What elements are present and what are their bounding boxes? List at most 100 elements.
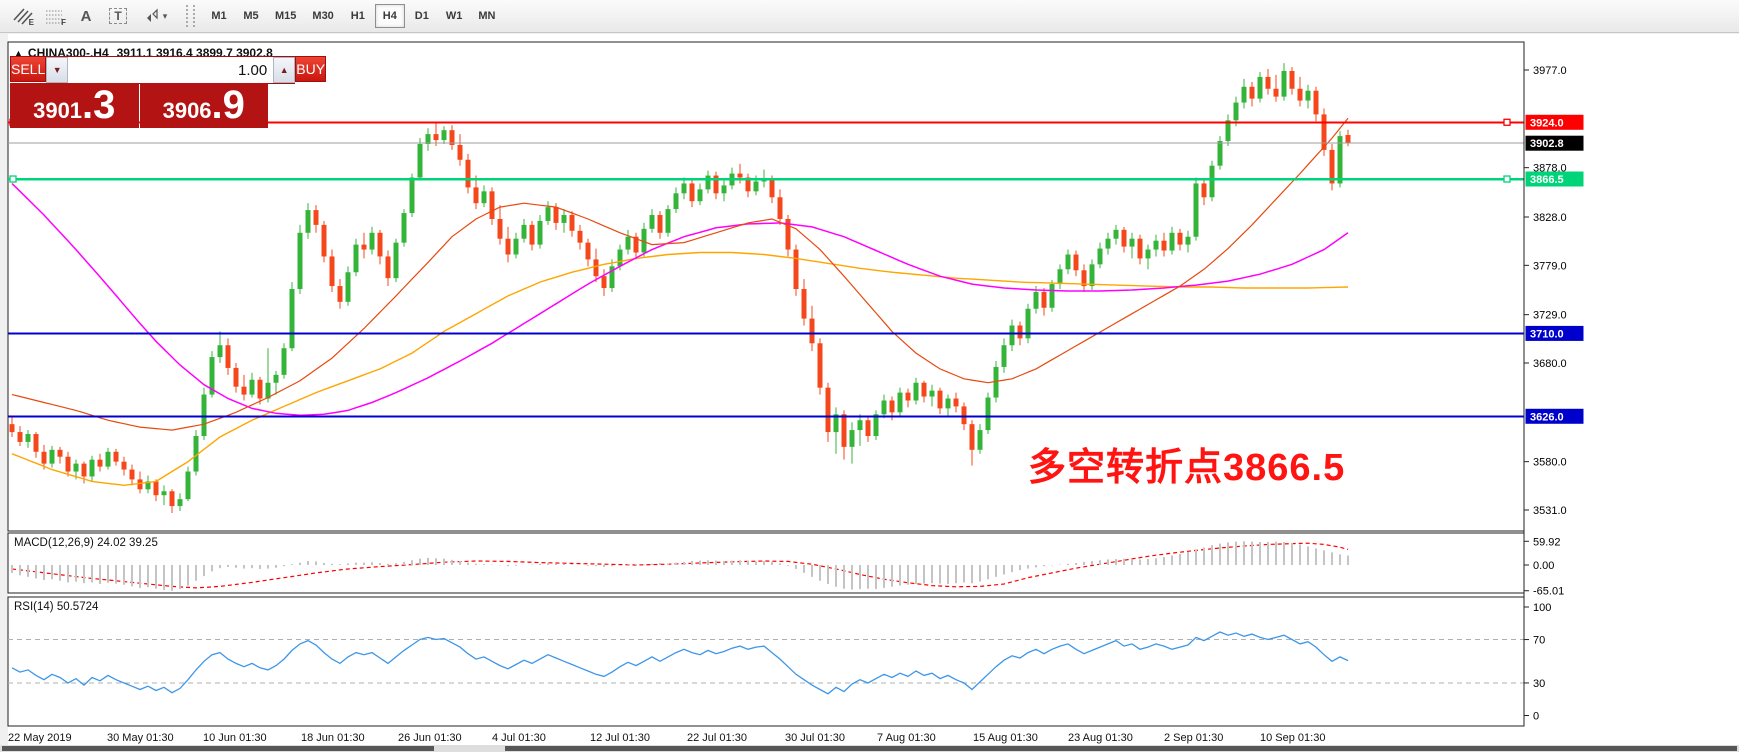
date-label: 22 Jul 01:30 [687, 732, 747, 744]
grid-icon [46, 10, 62, 24]
scrollbar-thumb [505, 746, 1737, 751]
price-badge [1525, 135, 1584, 151]
volume-box: ▼ ▲ [46, 56, 296, 84]
macd-tick-label: -65.01 [1533, 586, 1564, 598]
indicator-arrows-dropdown[interactable]: ▾ [135, 3, 175, 29]
macd-histogram [11, 541, 1349, 591]
macd-panel[interactable]: MACD(12,26,9) 24.02 39.25 [11, 537, 1349, 589]
trade-prices-row: 3901.3 3906.9 [10, 83, 268, 128]
volume-down-icon[interactable]: ▼ [46, 57, 69, 83]
timeframe-m15[interactable]: M15 [268, 4, 303, 28]
date-label: 30 May 01:30 [107, 732, 174, 744]
grid-f-label: F [61, 18, 66, 27]
ma-magenta-line [11, 182, 1349, 417]
price-badge-label: 3902.8 [1530, 138, 1564, 150]
rsi-line [11, 631, 1349, 695]
timeframe-d1[interactable]: D1 [407, 4, 437, 28]
date-label: 26 Jun 01:30 [398, 732, 462, 744]
price-tick-label: 3680.0 [1533, 358, 1567, 370]
fibonacci-grid-icon[interactable]: F [39, 3, 69, 29]
channel-hatch-icon [13, 8, 33, 25]
sell-price-main: 3901 [33, 98, 83, 123]
rsi-tick-label: 100 [1533, 602, 1551, 614]
date-label: 18 Jun 01:30 [301, 732, 365, 744]
collapse-panel-icon[interactable]: ▲ [14, 48, 23, 58]
volume-up-icon[interactable]: ▲ [273, 57, 296, 83]
ma-magenta [11, 182, 1349, 417]
buy-price[interactable]: 3906.9 [139, 83, 268, 128]
price-badge [1525, 114, 1584, 130]
rsi-tick-label: 0 [1533, 711, 1539, 723]
scrollbar-segment [2, 746, 434, 751]
rsi-label: RSI(14) 50.5724 [14, 601, 99, 613]
macd-tick-label: 0.00 [1533, 560, 1554, 572]
letter-a-icon: A [80, 7, 92, 25]
toolbar: E F A T ▾ M1 M5 M15 M30 H1 H4 D1 W1 MN [0, 0, 1739, 33]
trade-controls-row: SELL ▼ ▲ BUY [10, 56, 327, 84]
price-tick-label: 3531.0 [1533, 505, 1567, 517]
price-axis[interactable]: 3977.03878.03828.03779.03729.03680.03580… [1523, 42, 1584, 726]
text-box-tool-icon[interactable]: T [103, 3, 133, 29]
date-label: 30 Jul 01:30 [785, 732, 845, 744]
date-label: 23 Aug 01:30 [1068, 732, 1133, 744]
pivot-line-3866[interactable] [8, 175, 1524, 183]
chart-text-annotation[interactable]: 多空转折点3866.5 [1028, 447, 1346, 489]
sell-button[interactable]: SELL [10, 56, 47, 82]
scrollbar[interactable] [0, 745, 1739, 752]
sell-price[interactable]: 3901.3 [10, 83, 139, 128]
text-label-tool-icon[interactable]: A [71, 3, 101, 29]
ma-red [11, 117, 1349, 431]
price-badge-label: 3866.5 [1530, 174, 1564, 186]
equidistant-channel-icon[interactable]: E [7, 3, 37, 29]
timeframe-buttons: M1 M5 M15 M30 H1 H4 D1 W1 MN [203, 4, 503, 28]
macd-tick-label: 59.92 [1533, 536, 1561, 548]
price-tick-label: 3729.0 [1533, 310, 1567, 322]
price-badge [1525, 408, 1584, 424]
rsi-tick-label: 70 [1533, 635, 1545, 647]
letter-t-icon: T [109, 8, 127, 24]
line-handle-icon [1503, 175, 1511, 183]
timeframe-m5[interactable]: M5 [236, 4, 266, 28]
timeframe-h4[interactable]: H4 [374, 4, 405, 28]
date-label: 10 Sep 01:30 [1260, 732, 1325, 744]
price-badge-label: 3710.0 [1530, 328, 1564, 340]
date-label: 12 Jul 01:30 [590, 732, 650, 744]
rsi-panel[interactable]: RSI(14) 50.5724 [8, 601, 1524, 695]
timeframe-mn[interactable]: MN [471, 4, 502, 28]
volume-input[interactable] [68, 57, 274, 83]
rsi-tick-label: 30 [1533, 678, 1545, 690]
date-axis[interactable]: 22 May 2019 30 May 01:30 10 Jun 01:30 18 Ju… [8, 732, 1325, 744]
panel-frames [7, 41, 1525, 727]
date-label: 7 Aug 01:30 [877, 732, 936, 744]
macd-signal-line [11, 542, 1349, 589]
price-badge [1525, 325, 1584, 341]
toolbar-grip[interactable] [186, 5, 195, 27]
ma-red-line [11, 117, 1349, 431]
price-badge-label: 3924.0 [1530, 117, 1564, 129]
one-click-trade-panel: SELL ▼ ▲ BUY 3901.3 3906.9 [10, 56, 327, 128]
line-handle-icon [1503, 118, 1511, 126]
timeframe-h1[interactable]: H1 [343, 4, 373, 28]
buy-price-big: .9 [211, 83, 245, 127]
timeframe-m1[interactable]: M1 [204, 4, 234, 28]
sell-price-big: .3 [82, 83, 116, 127]
arrows-icon [146, 8, 158, 22]
macd-label: MACD(12,26,9) 24.02 39.25 [14, 537, 158, 549]
price-badge-label: 3626.0 [1530, 411, 1564, 423]
buy-price-main: 3906 [162, 98, 212, 123]
line-handle-icon [9, 175, 17, 183]
price-tick-label: 3977.0 [1533, 65, 1567, 77]
timeframe-m30[interactable]: M30 [305, 4, 340, 28]
timeframe-w1[interactable]: W1 [439, 4, 470, 28]
date-label: 22 May 2019 [8, 732, 72, 744]
price-tick-label: 3828.0 [1533, 212, 1567, 224]
price-tick-label: 3779.0 [1533, 260, 1567, 272]
date-label: 10 Jun 01:30 [203, 732, 267, 744]
buy-button[interactable]: BUY [295, 56, 327, 82]
chevron-down-icon: ▾ [162, 10, 168, 21]
channel-e-label: E [28, 18, 34, 27]
date-label: 15 Aug 01:30 [973, 732, 1038, 744]
date-label: 4 Jul 01:30 [492, 732, 546, 744]
date-label: 2 Sep 01:30 [1164, 732, 1223, 744]
